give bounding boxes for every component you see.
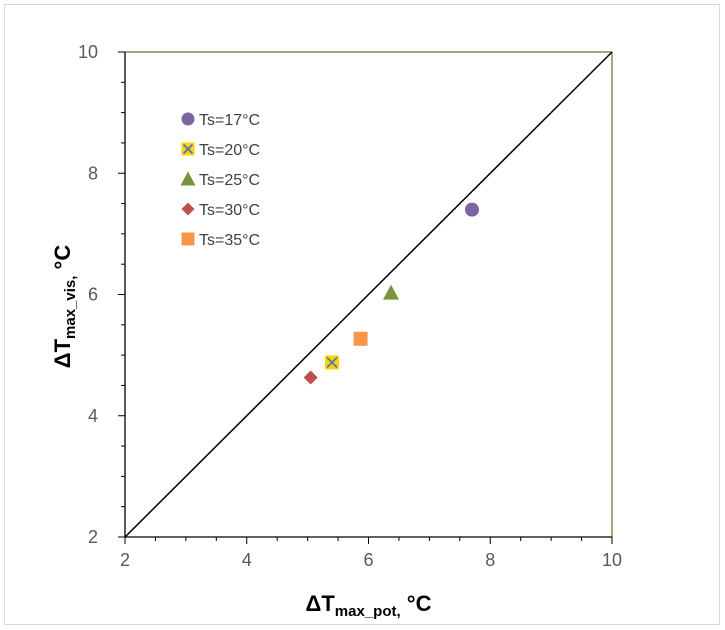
triangle-marker: [180, 171, 196, 186]
triangle-marker: [383, 284, 400, 300]
legend-item: Ts=35°C: [181, 232, 260, 249]
legend-label: Ts=25°C: [199, 172, 260, 189]
y-tick-label: 2: [88, 527, 98, 547]
y-axis-title: ΔTmax_vis, °C: [50, 245, 79, 369]
x-tick-label: 6: [363, 550, 373, 570]
square-marker: [353, 331, 368, 346]
data-point: [464, 202, 479, 217]
data-point: [383, 284, 400, 300]
legend-marker: [181, 112, 195, 126]
x-tick-label: 2: [120, 550, 130, 570]
legend-label: Ts=30°C: [199, 202, 260, 219]
x-axis-title: ΔTmax_pot, °C: [306, 591, 432, 620]
legend-marker: [181, 232, 195, 246]
y-tick-label: 6: [88, 285, 98, 305]
data-point: [353, 331, 368, 346]
legend-item: Ts=17°C: [181, 112, 260, 129]
legend-item: Ts=20°C: [181, 142, 260, 159]
legend-item: Ts=30°C: [181, 202, 260, 219]
legend-item: Ts=25°C: [180, 171, 260, 189]
diamond-marker: [303, 370, 318, 385]
diamond-marker: [181, 202, 195, 216]
x-tick-label: 10: [602, 550, 622, 570]
circle-marker: [181, 112, 195, 126]
data-point: [324, 355, 339, 370]
x-mark: [326, 356, 338, 368]
x-tick-label: 8: [485, 550, 495, 570]
reference-line-y-equals-x: [124, 51, 613, 538]
legend-marker: [180, 171, 196, 186]
legend-marker: [181, 142, 195, 156]
legend-marker: [181, 202, 195, 216]
y-tick-label: 8: [88, 163, 98, 183]
x-mark: [182, 143, 194, 155]
legend-label: Ts=20°C: [199, 142, 260, 159]
legend: Ts=17°C Ts=20°C Ts=25°C Ts=30°C Ts=35°C: [180, 112, 260, 249]
legend-label: Ts=35°C: [199, 232, 260, 249]
circle-marker: [464, 202, 479, 217]
y-tick-label: 4: [88, 406, 98, 426]
data-point: [303, 370, 318, 385]
chart-frame: [4, 4, 720, 625]
x-tick-label: 4: [242, 550, 252, 570]
y-tick-label: 10: [78, 42, 98, 62]
square-marker: [181, 232, 195, 246]
legend-label: Ts=17°C: [199, 112, 260, 129]
